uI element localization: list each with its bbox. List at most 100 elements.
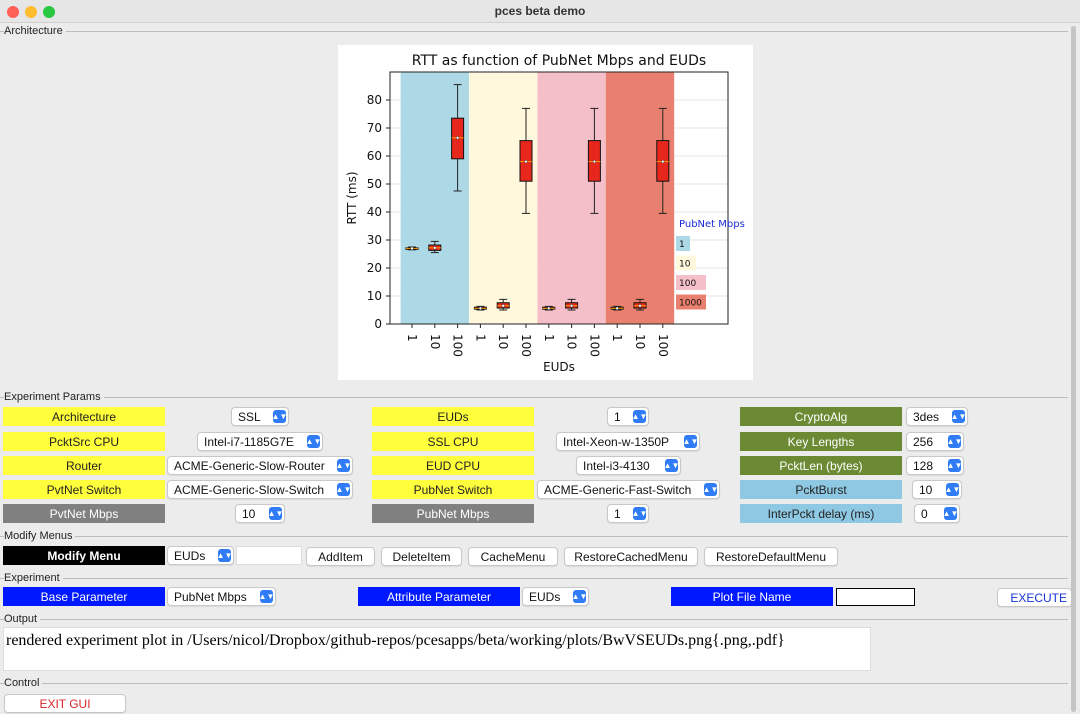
pcktlen-label: PcktLen (bytes)	[740, 456, 902, 475]
chevron-updown-icon: ▲▼	[336, 459, 351, 472]
output-divider	[0, 619, 1068, 620]
router-select[interactable]: ACME-Generic-Slow-Router ▲▼	[167, 456, 353, 475]
chevron-updown-icon: ▲▼	[632, 507, 647, 520]
exit-gui-button[interactable]: EXIT GUI	[4, 694, 126, 713]
execute-button[interactable]: EXECUTE	[997, 588, 1072, 607]
delete-item-button[interactable]: DeleteItem	[381, 547, 462, 566]
chevron-updown-icon: ▲▼	[943, 507, 958, 520]
modify-item-input[interactable]	[236, 546, 302, 565]
chart-title: RTT as function of PubNet Mbps and EUDs	[412, 53, 706, 69]
interpckt-delay-select-value: 0	[921, 506, 928, 521]
box-mean-point	[592, 159, 597, 164]
euds-select-value: 1	[614, 409, 621, 424]
x-tick-label: 10	[496, 334, 510, 349]
close-window-button[interactable]	[7, 6, 19, 18]
chevron-updown-icon: ▲▼	[272, 410, 287, 423]
cache-menu-button[interactable]: CacheMenu	[468, 547, 558, 566]
interpckt-delay-label: InterPckt delay (ms)	[740, 504, 902, 523]
box-mean-point	[455, 136, 460, 140]
box-mean-point	[478, 306, 483, 310]
x-tick-label: 10	[565, 334, 579, 349]
pvtnet-switch-select[interactable]: ACME-Generic-Slow-Switch ▲▼	[167, 480, 353, 499]
base-parameter-select-value: PubNet Mbps	[174, 589, 247, 604]
eud-cpu-select[interactable]: Intel-i3-4130 ▲▼	[576, 456, 681, 475]
architecture-divider	[0, 31, 1068, 32]
pubnet-switch-label: PubNet Switch	[372, 480, 534, 499]
cryptoalg-select-value: 3des	[913, 409, 940, 424]
pubnet-switch-select-value: ACME-Generic-Fast-Switch	[544, 482, 692, 497]
interpckt-delay-select[interactable]: 0 ▲▼	[914, 504, 960, 523]
pcktlen-select-value: 128	[913, 458, 934, 473]
group-band-100	[537, 72, 606, 324]
ssl-cpu-select[interactable]: Intel-Xeon-w-1350P ▲▼	[556, 432, 700, 451]
modify-menu-label: Modify Menu	[3, 546, 165, 565]
restore-default-menu-button[interactable]: RestoreDefaultMenu	[704, 547, 838, 566]
architecture-select[interactable]: SSL ▲▼	[231, 407, 289, 426]
chevron-updown-icon: ▲▼	[703, 483, 718, 496]
plot-file-name-input[interactable]	[836, 588, 915, 606]
y-tick-label: 80	[367, 93, 382, 107]
euds-label: EUDs	[372, 407, 534, 426]
attribute-parameter-label: Attribute Parameter	[358, 587, 520, 606]
restore-cached-menu-button[interactable]: RestoreCachedMenu	[564, 547, 698, 566]
experiment-divider	[0, 578, 1068, 579]
euds-select[interactable]: 1 ▲▼	[607, 407, 649, 426]
legend-swatch-1	[676, 236, 690, 251]
x-tick-label: 10	[428, 334, 442, 349]
chevron-updown-icon: ▲▼	[683, 435, 698, 448]
y-tick-label: 70	[367, 121, 382, 135]
legend-label-100: 100	[679, 279, 696, 289]
chevron-updown-icon: ▲▼	[306, 435, 321, 448]
x-tick-label: 100	[656, 334, 670, 357]
modify-menu-select[interactable]: EUDs ▲▼	[167, 546, 234, 565]
base-parameter-select[interactable]: PubNet Mbps ▲▼	[167, 587, 276, 606]
legend-label-1000: 1000	[679, 299, 702, 309]
legend-swatch-1000	[676, 294, 706, 310]
attribute-parameter-select[interactable]: EUDs ▲▼	[522, 587, 589, 606]
plot-frame	[389, 71, 729, 325]
base-parameter-label: Base Parameter	[3, 587, 165, 606]
pvtnet-mbps-select[interactable]: 10 ▲▼	[235, 504, 285, 523]
pcktlen-select[interactable]: 128 ▲▼	[906, 456, 964, 475]
params-divider	[0, 397, 1068, 398]
key-lengths-select[interactable]: 256 ▲▼	[906, 432, 964, 451]
box-mean-point	[661, 159, 665, 164]
chevron-updown-icon: ▲▼	[947, 459, 962, 472]
group-band-1	[400, 72, 469, 324]
y-tick-label: 0	[374, 317, 382, 331]
pvtnet-mbps-label: PvtNet Mbps	[3, 504, 165, 523]
legend-swatch-10	[676, 255, 696, 271]
chevron-updown-icon: ▲▼	[336, 483, 351, 496]
output-text: rendered experiment plot in /Users/nicol…	[3, 627, 871, 671]
y-tick-label: 30	[367, 233, 382, 247]
box-mean-point	[547, 306, 551, 310]
pcktsrc-cpu-select[interactable]: Intel-i7-1185G7E ▲▼	[197, 432, 323, 451]
pubnet-mbps-select[interactable]: 1 ▲▼	[607, 504, 649, 523]
pcktburst-select[interactable]: 10 ▲▼	[912, 480, 962, 499]
cryptoalg-select[interactable]: 3des ▲▼	[906, 407, 968, 426]
cryptoalg-label: CryptoAlg	[740, 407, 902, 426]
rtt-chart: 1 10 100 1 10 100 1 10 100 1 10 100 0 10 20 30 40 50 60 70 8…	[338, 45, 753, 380]
pubnet-mbps-select-value: 1	[614, 506, 621, 521]
pvtnet-mbps-select-value: 10	[242, 506, 256, 521]
router-select-value: ACME-Generic-Slow-Router	[174, 458, 325, 473]
experiment-section-label: Experiment	[4, 572, 63, 584]
control-section-label: Control	[4, 677, 43, 689]
ssl-cpu-label: SSL CPU	[372, 432, 534, 451]
attribute-parameter-select-value: EUDs	[529, 589, 561, 604]
ssl-cpu-select-value: Intel-Xeon-w-1350P	[563, 434, 670, 449]
minimize-window-button[interactable]	[25, 6, 37, 18]
y-tick-label: 60	[367, 149, 382, 163]
window-scrollbar[interactable]	[1070, 24, 1078, 714]
y-tick-label: 50	[367, 177, 382, 191]
pubnet-switch-select[interactable]: ACME-Generic-Fast-Switch ▲▼	[537, 480, 720, 499]
chevron-updown-icon: ▲▼	[947, 435, 962, 448]
control-divider	[0, 683, 1068, 684]
output-section-label: Output	[4, 613, 41, 625]
scrollbar-thumb[interactable]	[1071, 26, 1076, 712]
architecture-select-value: SSL	[238, 409, 261, 424]
zoom-window-button[interactable]	[43, 6, 55, 18]
group-band-1000	[605, 72, 675, 324]
x-tick-label: 1	[473, 334, 487, 342]
add-item-button[interactable]: AddItem	[306, 547, 375, 566]
